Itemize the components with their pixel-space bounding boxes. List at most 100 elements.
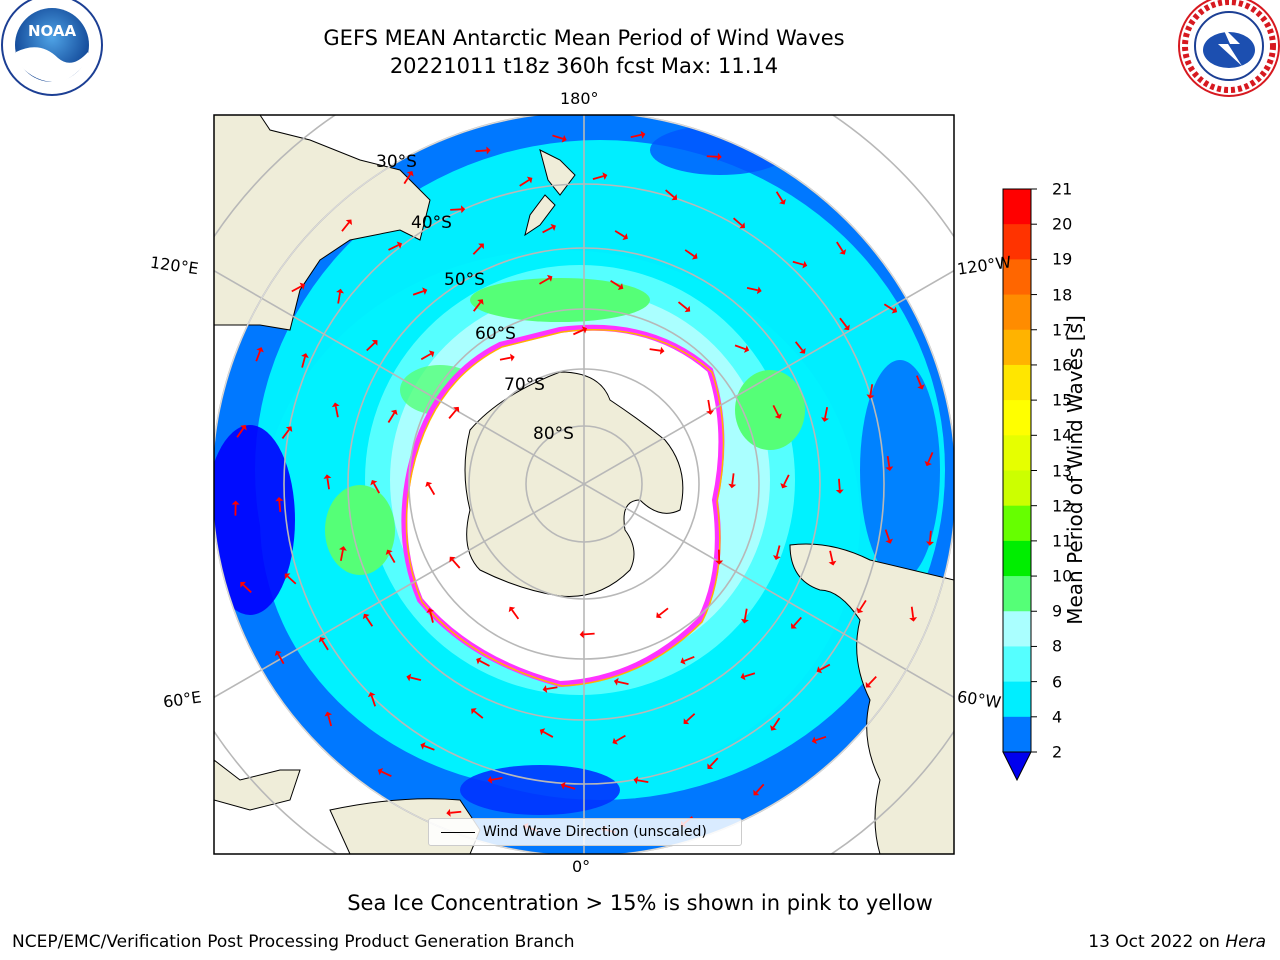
colorbar-segment	[1003, 540, 1031, 577]
wind-wave-arrow	[824, 407, 829, 419]
wind-wave-arrow	[929, 530, 932, 542]
wind-wave-arrow	[815, 735, 827, 742]
wind-wave-arrow	[838, 478, 841, 490]
colorbar-segment	[1003, 294, 1031, 331]
lat-label-60s: 60°S	[475, 324, 516, 344]
wind-wave-arrowhead	[659, 346, 665, 355]
wind-wave-arrow	[341, 222, 350, 232]
wind-wave-arrow	[334, 406, 339, 418]
wind-wave-arrowhead	[779, 198, 786, 205]
wind-wave-arrowhead	[865, 681, 872, 688]
wind-wave-arrowhead	[449, 556, 456, 563]
wind-wave-arrow	[473, 710, 484, 719]
wind-wave-arrow	[301, 356, 306, 368]
lat-label-80s: 80°S	[533, 424, 574, 444]
wind-wave-arrowhead	[240, 424, 247, 431]
colorbar-tick-label: 13	[1052, 461, 1073, 480]
wind-wave-arrowhead	[406, 673, 412, 682]
wind-wave-arrow	[519, 179, 530, 187]
colorbar-tick-label: 6	[1052, 672, 1063, 692]
wind-wave-arrow	[573, 329, 584, 336]
wind-wave-arrow	[542, 226, 553, 234]
wind-wave-arrowhead	[406, 171, 414, 177]
wind-wave-arrowhead	[425, 481, 433, 488]
wind-wave-arrowhead	[790, 622, 797, 629]
wind-wave-arrowhead	[460, 205, 466, 214]
wind-wave-arrow	[685, 713, 696, 722]
wind-wave-arrow	[450, 810, 462, 814]
wind-wave-arrow	[772, 717, 781, 728]
wind-wave-arrow	[381, 770, 392, 778]
wind-wave-arrowhead	[802, 260, 808, 269]
wind-wave-arrow	[387, 412, 395, 423]
wind-wave-arrow	[542, 730, 554, 738]
wind-wave-arrow	[475, 149, 487, 153]
wind-wave-arrowhead	[390, 409, 398, 416]
wind-wave-arrow	[836, 241, 844, 252]
wind-wave-arrowhead	[640, 130, 646, 139]
wind-wave-arrowhead	[579, 630, 584, 639]
wind-wave-arrow	[592, 175, 604, 180]
wind-wave-arrow	[665, 189, 675, 198]
wind-wave-arrow	[819, 663, 831, 671]
wind-wave-arrow	[552, 134, 564, 140]
colorbar-segment	[1003, 716, 1031, 753]
wind-wave-arrow	[772, 404, 780, 416]
colorbar-tick-label: 4	[1052, 707, 1063, 727]
wind-wave-arrowhead	[299, 282, 305, 290]
wind-wave-arrow	[707, 399, 711, 411]
wind-wave-arrow	[839, 317, 848, 328]
wind-wave-arrowhead	[856, 607, 864, 614]
lat-label-70s: 70°S	[504, 375, 545, 395]
wind-wave-arrowhead	[240, 581, 246, 588]
wind-wave-arrow	[683, 655, 695, 662]
wind-wave-arrow	[546, 686, 558, 690]
wind-wave-arrow	[255, 350, 261, 362]
wind-wave-arrow	[709, 757, 719, 767]
wind-wave-arrow	[883, 303, 895, 311]
wind-wave-arrowhead	[426, 608, 435, 613]
colorbar-extend-triangle	[1002, 751, 1032, 782]
chart-subtitle: 20221011 t18z 360h fcst Max: 11.14	[389, 54, 779, 78]
wind-wave-arrow	[615, 734, 626, 742]
wind-wave-arrowhead	[925, 541, 934, 546]
colorbar-tick-label: 18	[1052, 285, 1073, 305]
wind-wave-arrow	[884, 529, 891, 541]
colorbar-tick-label: 11	[1052, 531, 1073, 551]
wind-wave-arrowhead	[428, 350, 435, 358]
footer-date: 13 Oct 2022 on Hera	[1088, 932, 1266, 952]
wind-wave-arrow	[412, 290, 424, 296]
wind-wave-arrow	[684, 249, 695, 257]
wind-wave-arrow	[479, 660, 490, 667]
wind-wave-arrowhead	[546, 274, 553, 282]
wind-wave-arrowhead	[560, 781, 566, 790]
wind-wave-arrow	[927, 452, 934, 463]
wind-wave-arrow	[451, 559, 461, 569]
footer-machine: Hera	[1225, 932, 1266, 952]
wind-wave-arrowhead	[622, 233, 628, 241]
wind-wave-arrowhead	[453, 406, 460, 413]
wind-wave-arrow	[539, 277, 550, 285]
wind-wave-arrowhead	[740, 618, 749, 624]
map-panel	[213, 114, 955, 855]
wind-wave-arrow	[278, 500, 282, 512]
wind-wave-arrow	[236, 427, 245, 438]
wind-wave-arrowhead	[487, 775, 493, 784]
wind-wave-arrowhead	[602, 172, 608, 180]
wind-wave-arrow	[281, 429, 290, 439]
footer-credit: NCEP/EMC/Verification Post Processing Pr…	[12, 932, 575, 952]
wind-wave-arrow	[428, 484, 436, 496]
wind-wave-arrow	[429, 611, 434, 623]
wind-wave-arrowhead	[680, 657, 686, 665]
colorbar-tick-label: 21	[1052, 179, 1073, 199]
wind-wave-arrow	[420, 353, 432, 361]
wind-wave-arrowhead	[843, 324, 850, 331]
wind-wave-arrowhead	[909, 617, 918, 622]
wind-wave-arrowhead	[835, 489, 844, 494]
wind-wave-arrow	[491, 776, 503, 781]
wind-wave-arrowhead	[885, 538, 893, 544]
noaa-logo-text: NOAA	[28, 22, 77, 40]
wind-wave-arrowhead	[671, 194, 678, 201]
colorbar-tick-label: 8	[1052, 636, 1063, 656]
